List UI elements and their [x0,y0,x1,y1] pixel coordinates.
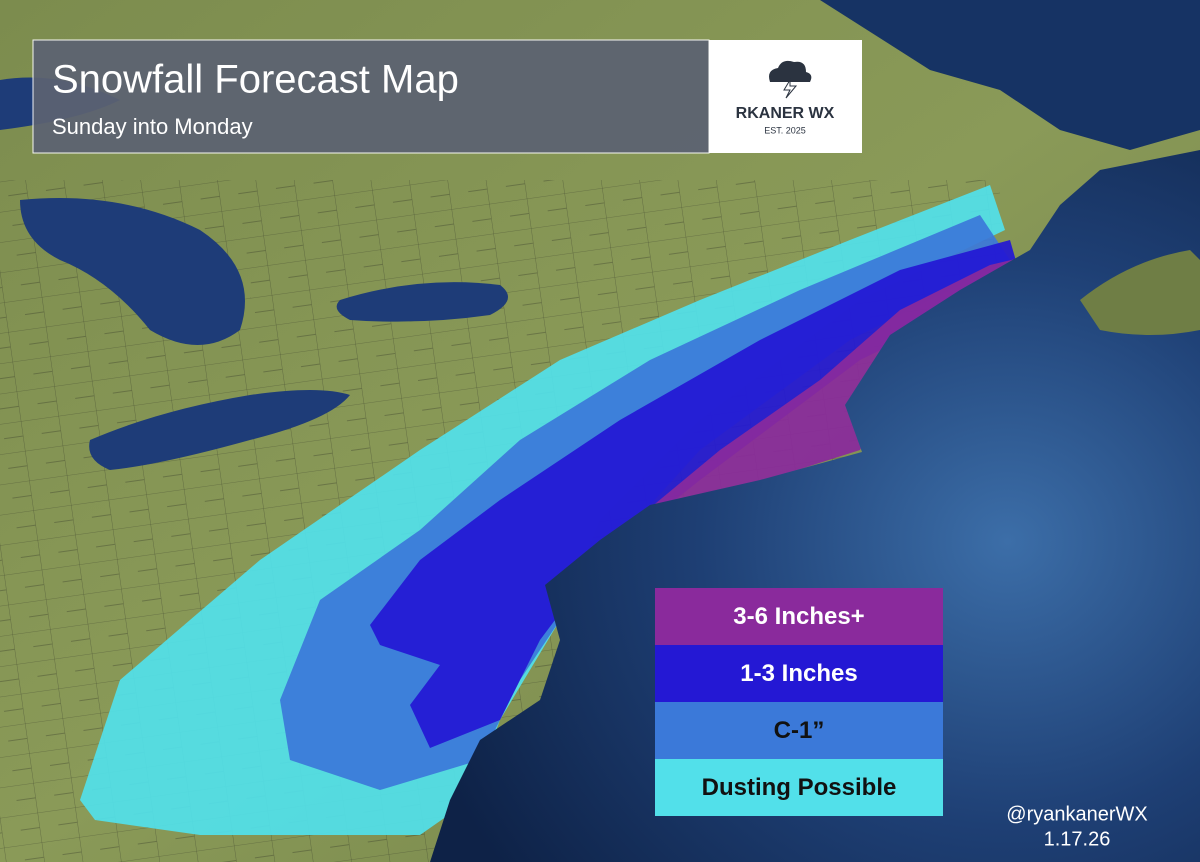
legend-swatch [655,702,943,759]
legend-label: 1-3 Inches [740,660,857,687]
lake-huron [20,198,245,345]
lake-erie [89,390,350,470]
title: Snowfall Forecast Map [52,58,459,102]
legend-label: Dusting Possible [702,774,897,801]
logo-box [709,40,862,153]
lake-ontario [336,282,508,322]
band-1-3 [370,240,1022,748]
legend-label: 3-6 Inches+ [733,603,864,630]
legend-label: C-1” [774,717,825,744]
logo-name: RKANER WX [736,105,835,122]
logo-cloud [769,60,812,82]
legend-swatch [655,588,943,645]
subtitle: Sunday into Monday [52,114,253,139]
logo-bolt [783,78,798,99]
nova-scotia [1080,250,1200,335]
legend-swatch [655,645,943,702]
logo-established: EST. 2025 [764,125,806,135]
legend-swatch [655,759,943,816]
legend: 3-6 Inches+ 1-3 Inches C-1” Dusting Possibl… [655,588,943,816]
ocean [430,150,1200,862]
date: 1.17.26 [1044,828,1111,850]
gulf-st-lawrence [820,0,1200,150]
handle: @ryankanerWX [1006,803,1147,825]
